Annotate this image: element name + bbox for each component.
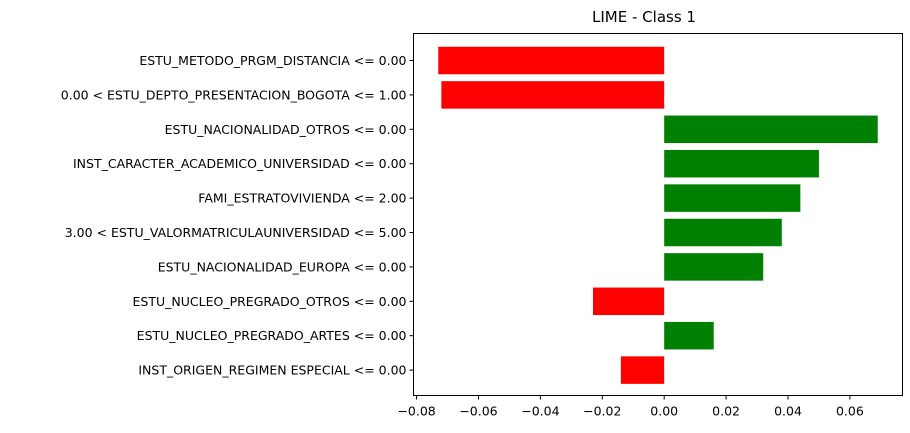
bar <box>664 253 764 281</box>
x-tick-label: −0.02 <box>583 404 621 419</box>
y-tick-label: ESTU_NUCLEO_PREGRADO_OTROS <= 0.00 <box>133 294 407 309</box>
x-tick-label: 0.00 <box>650 404 678 419</box>
x-tick-label: −0.06 <box>459 404 497 419</box>
y-tick-label: ESTU_NUCLEO_PREGRADO_ARTES <= 0.00 <box>137 328 407 343</box>
x-tick-label: 0.06 <box>836 404 864 419</box>
x-axis: −0.08 −0.06 −0.04 −0.02 0.00 0.02 0.04 0.06 <box>397 395 864 419</box>
bar <box>664 115 878 144</box>
bar <box>438 46 665 75</box>
bar <box>664 184 801 212</box>
chart-title: LIME - Class 1 <box>592 8 696 26</box>
y-tick-label: ESTU_NACIONALIDAD_OTROS <= 0.00 <box>165 122 407 137</box>
plot-frame <box>413 33 903 396</box>
y-tick-label: INST_ORIGEN_REGIMEN ESPECIAL <= 0.00 <box>138 363 406 378</box>
y-tick-label: INST_CARACTER_ACADEMICO_UNIVERSIDAD <= 0… <box>73 156 407 171</box>
bar <box>441 81 665 109</box>
x-tick-label: 0.02 <box>712 404 740 419</box>
y-tick-label: 0.00 < ESTU_DEPTO_PRESENTACION_BOGOTA <=… <box>61 87 407 102</box>
y-axis: ESTU_METODO_PRGM_DISTANCIA <= 0.00 0.00 <… <box>61 53 414 378</box>
bar <box>664 218 782 247</box>
y-tick-label: FAMI_ESTRATOVIVIENDA <= 2.00 <box>198 191 406 206</box>
x-tick-label: −0.04 <box>521 404 559 419</box>
x-tick-label: −0.08 <box>397 404 435 419</box>
bar <box>593 287 665 316</box>
y-tick-label: 3.00 < ESTU_VALORMATRICULAUNIVERSIDAD <=… <box>65 225 407 240</box>
bar <box>664 149 819 178</box>
bars-layer <box>438 46 878 384</box>
y-tick-label: ESTU_NACIONALIDAD_EUROPA <= 0.00 <box>158 259 407 274</box>
y-tick-label: ESTU_METODO_PRGM_DISTANCIA <= 0.00 <box>139 53 406 68</box>
x-tick-label: 0.04 <box>774 404 802 419</box>
bar <box>664 321 714 350</box>
bar <box>620 356 665 384</box>
